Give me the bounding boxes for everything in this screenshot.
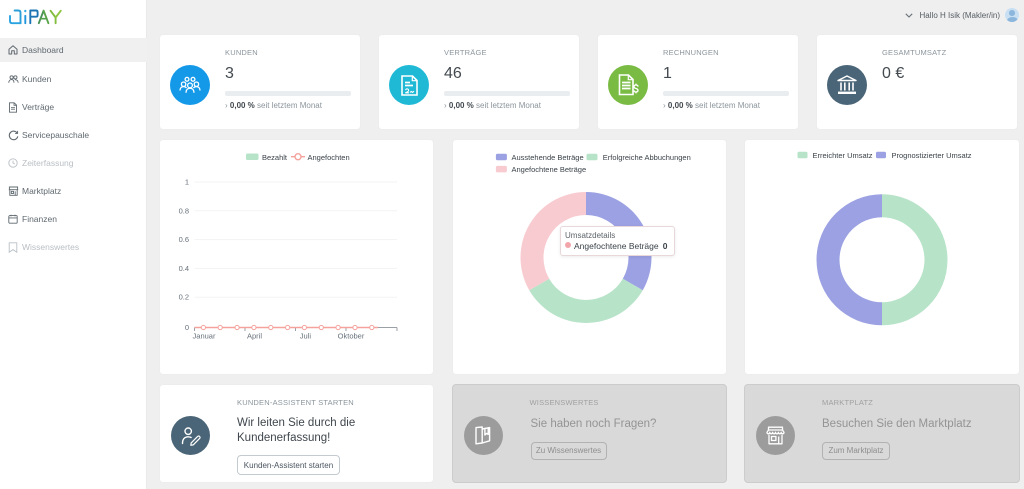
svg-text:Oktober: Oktober bbox=[338, 332, 365, 341]
svg-text:0.2: 0.2 bbox=[179, 293, 189, 302]
svg-text:Angefochten: Angefochten bbox=[308, 153, 350, 162]
svg-text:1: 1 bbox=[185, 178, 189, 187]
svg-text:0: 0 bbox=[185, 323, 189, 332]
svg-text:0.4: 0.4 bbox=[179, 264, 189, 273]
svg-text:Angefochtene Beträge: Angefochtene Beträge bbox=[511, 165, 586, 174]
svg-text:Prognostizierter Umsatz: Prognostizierter Umsatz bbox=[892, 151, 972, 160]
svg-text:Erreichter Umsatz: Erreichter Umsatz bbox=[813, 151, 873, 160]
svg-text:April: April bbox=[247, 332, 262, 341]
svg-text:Januar: Januar bbox=[193, 332, 216, 341]
svg-text:Juli: Juli bbox=[300, 332, 312, 341]
svg-text:0.6: 0.6 bbox=[179, 235, 189, 244]
svg-text:Ausstehende Beträge: Ausstehende Beträge bbox=[511, 153, 583, 162]
svg-text:Erfolgreiche Abbuchungen: Erfolgreiche Abbuchungen bbox=[602, 153, 690, 162]
svg-text:Bezahlt: Bezahlt bbox=[262, 153, 288, 162]
svg-text:0.8: 0.8 bbox=[179, 206, 189, 215]
